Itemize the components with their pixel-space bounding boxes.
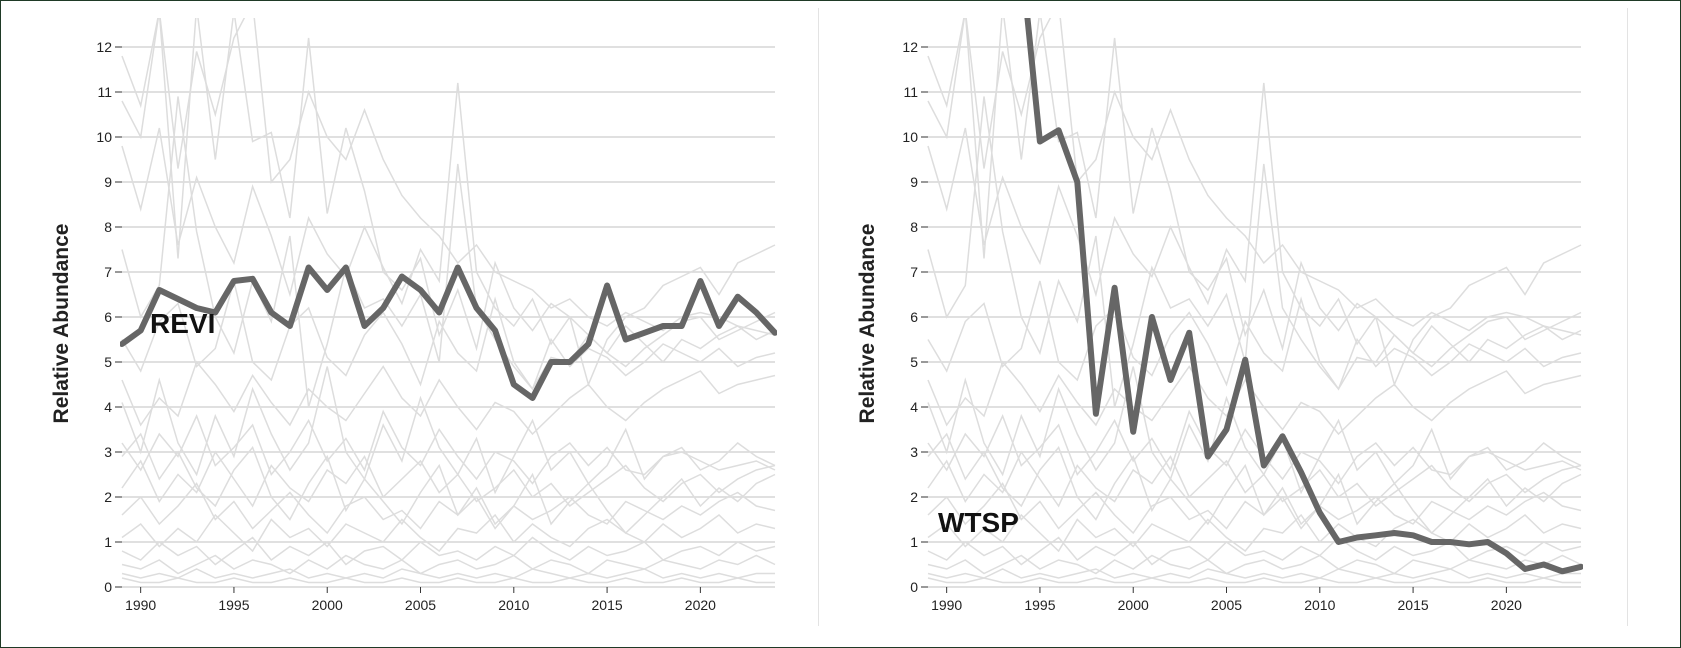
- background-series-line: [121, 409, 776, 485]
- background-series-line: [121, 96, 776, 408]
- y-tick-label: 1: [104, 534, 112, 550]
- background-series-line: [121, 360, 776, 436]
- species-label: REVI: [150, 308, 215, 339]
- y-axis-title: Relative Abundance: [856, 224, 879, 424]
- x-tick-label: 1990: [125, 597, 156, 613]
- x-tick-label: 2000: [312, 597, 343, 613]
- background-series-line: [121, 536, 776, 566]
- y-tick-label: 8: [910, 219, 918, 235]
- y-tick-label: 3: [104, 444, 112, 460]
- background-series-line: [927, 536, 1582, 566]
- y-tick-label: 10: [96, 129, 112, 145]
- background-series-line: [121, 18, 776, 387]
- panel-divider: [818, 8, 819, 626]
- background-series-line: [927, 18, 1582, 387]
- chart-panel-wtsp: 0 1 2 3 4 5 6 7 8 9 10 11 12 1990 1995 2000 2005 2010 2015…: [806, 0, 1606, 648]
- background-series-line: [121, 513, 776, 553]
- y-tick-label: 0: [910, 579, 918, 595]
- x-tick-label: 2020: [685, 597, 716, 613]
- background-series: [927, 18, 1582, 584]
- background-series: [121, 18, 776, 584]
- y-tick-label: 4: [910, 399, 918, 415]
- y-tick-label: 4: [104, 399, 112, 415]
- background-series-line: [927, 577, 1581, 584]
- y-tick-label: 11: [97, 84, 112, 100]
- x-tick-label: 2005: [405, 597, 436, 613]
- species-label: WTSP: [938, 507, 1019, 538]
- background-series-line: [927, 280, 1582, 391]
- background-series-line: [927, 96, 1582, 408]
- y-tick-label: 12: [902, 39, 918, 55]
- x-tick-label: 2000: [1118, 597, 1149, 613]
- y-tick-label: 11: [903, 84, 918, 100]
- y-tick-label: 7: [910, 264, 918, 280]
- y-tick-label: 1: [910, 534, 918, 550]
- background-series-line: [927, 482, 1582, 535]
- background-series-line: [927, 568, 1581, 579]
- y-tick-label: 5: [104, 354, 112, 370]
- x-tick-label: 2015: [592, 597, 623, 613]
- x-tick-label: 1995: [1024, 597, 1055, 613]
- background-series-line: [927, 554, 1582, 575]
- x-tick-label: 2010: [498, 597, 529, 613]
- background-series-line: [121, 82, 776, 364]
- background-series-line: [121, 568, 775, 579]
- background-series-line: [927, 513, 1582, 553]
- background-series-line: [927, 432, 1582, 535]
- background-series-line: [121, 280, 776, 391]
- highlight-series-line: [1024, 18, 1583, 575]
- x-tick-label: 1995: [218, 597, 249, 613]
- y-tick-label: 6: [104, 309, 112, 325]
- highlight-series: [120, 264, 777, 401]
- highlight-series-line: [120, 264, 777, 401]
- y-tick-label: 10: [902, 129, 918, 145]
- y-tick-label: 7: [104, 264, 112, 280]
- chart-panel-revi: 0 1 2 3 4 5 6 7 8 9 10 11 12 1990 1995 2000 2005 2010 2015…: [0, 0, 800, 648]
- y-tick-label: 12: [96, 39, 112, 55]
- y-tick-label: 2: [104, 489, 112, 505]
- x-tick-label: 1990: [931, 597, 962, 613]
- background-series-line: [121, 432, 776, 535]
- y-tick-label: 3: [910, 444, 918, 460]
- x-axis: 1990 1995 2000 2005 2010 2015 2020: [125, 587, 716, 613]
- x-tick-label: 2020: [1491, 597, 1522, 613]
- background-series-line: [121, 577, 775, 584]
- x-tick-label: 2010: [1304, 597, 1335, 613]
- highlight-series: [1024, 18, 1583, 575]
- background-series-line: [927, 82, 1582, 364]
- y-tick-label: 2: [910, 489, 918, 505]
- x-tick-label: 2015: [1398, 597, 1429, 613]
- y-tick-label: 6: [910, 309, 918, 325]
- background-series-line: [927, 360, 1582, 436]
- x-tick-label: 2005: [1211, 597, 1242, 613]
- y-axis-title: Relative Abundance: [50, 224, 73, 424]
- panel-right-edge: [1627, 8, 1628, 626]
- x-axis: 1990 1995 2000 2005 2010 2015 2020: [931, 587, 1522, 613]
- y-tick-label: 5: [910, 354, 918, 370]
- background-series-line: [121, 366, 776, 495]
- background-series-line: [927, 18, 1582, 336]
- y-tick-label: 0: [104, 579, 112, 595]
- y-tick-label: 9: [104, 174, 112, 190]
- background-series-line: [121, 554, 776, 575]
- background-series-line: [927, 366, 1582, 495]
- y-tick-label: 9: [910, 174, 918, 190]
- background-series-line: [121, 482, 776, 535]
- y-tick-label: 8: [104, 219, 112, 235]
